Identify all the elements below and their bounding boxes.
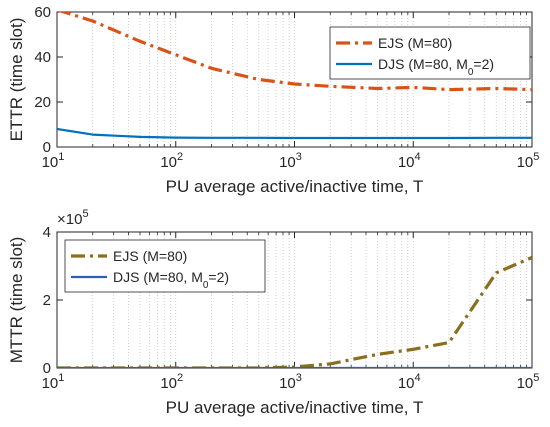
x-tick-label: 104 — [398, 372, 421, 392]
x-axis-label: PU average active/inactive time, T — [166, 398, 424, 417]
x-axis-label: PU average active/inactive time, T — [166, 177, 424, 196]
y-tick-label: 2 — [43, 292, 51, 309]
legend-box — [329, 26, 531, 80]
y-tick-label: 4 — [43, 224, 51, 241]
x-tick-label: 103 — [279, 151, 302, 171]
y-tick-label: 20 — [34, 94, 51, 111]
x-tick-label: 103 — [279, 372, 302, 392]
legend-label-1: EJS (M=80) — [113, 248, 187, 264]
y-axis-label: MTTR (time slot) — [7, 237, 26, 364]
x-tick-label: 105 — [517, 372, 540, 392]
y-tick-label: 60 — [34, 4, 51, 21]
y-tick-label: 0 — [43, 139, 51, 156]
legend-label-1: EJS (M=80) — [378, 35, 452, 51]
y-tick-label: 40 — [34, 49, 51, 66]
y-axis-label: ETTR (time slot) — [7, 18, 26, 142]
legend: EJS (M=80)DJS (M=80, M0=2) — [329, 26, 531, 80]
legend-box — [64, 239, 266, 293]
series-line-1 — [58, 12, 532, 92]
x-tick-label: 102 — [160, 151, 183, 171]
x-tick-label: 102 — [160, 372, 183, 392]
legend: EJS (M=80)DJS (M=80, M0=2) — [64, 239, 266, 293]
x-tick-label: 104 — [398, 151, 421, 171]
series-line-2 — [57, 127, 532, 140]
x-tick-label: 105 — [517, 151, 540, 171]
y-exponent-label: ×105 — [57, 208, 89, 228]
y-tick-label: 0 — [43, 360, 51, 377]
